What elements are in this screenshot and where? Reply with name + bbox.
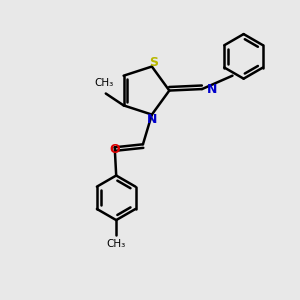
Text: N: N — [206, 82, 217, 96]
Text: CH₃: CH₃ — [95, 78, 114, 88]
Text: CH₃: CH₃ — [106, 238, 126, 248]
Text: N: N — [147, 113, 158, 126]
Text: O: O — [109, 143, 120, 156]
Text: S: S — [149, 56, 158, 70]
